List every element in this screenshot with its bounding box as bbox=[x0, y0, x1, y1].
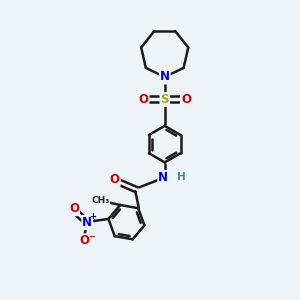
Text: H: H bbox=[176, 172, 185, 182]
Text: CH₃: CH₃ bbox=[91, 196, 109, 205]
Text: O: O bbox=[110, 173, 120, 186]
Text: N: N bbox=[82, 216, 92, 229]
Text: N: N bbox=[160, 70, 170, 83]
Text: O: O bbox=[79, 234, 89, 247]
Text: ⁻: ⁻ bbox=[88, 233, 95, 246]
Text: O: O bbox=[69, 202, 79, 215]
Text: O: O bbox=[181, 93, 191, 106]
Text: O: O bbox=[139, 93, 148, 106]
Text: S: S bbox=[160, 93, 169, 106]
Text: N: N bbox=[158, 171, 168, 184]
Text: +: + bbox=[89, 212, 96, 220]
